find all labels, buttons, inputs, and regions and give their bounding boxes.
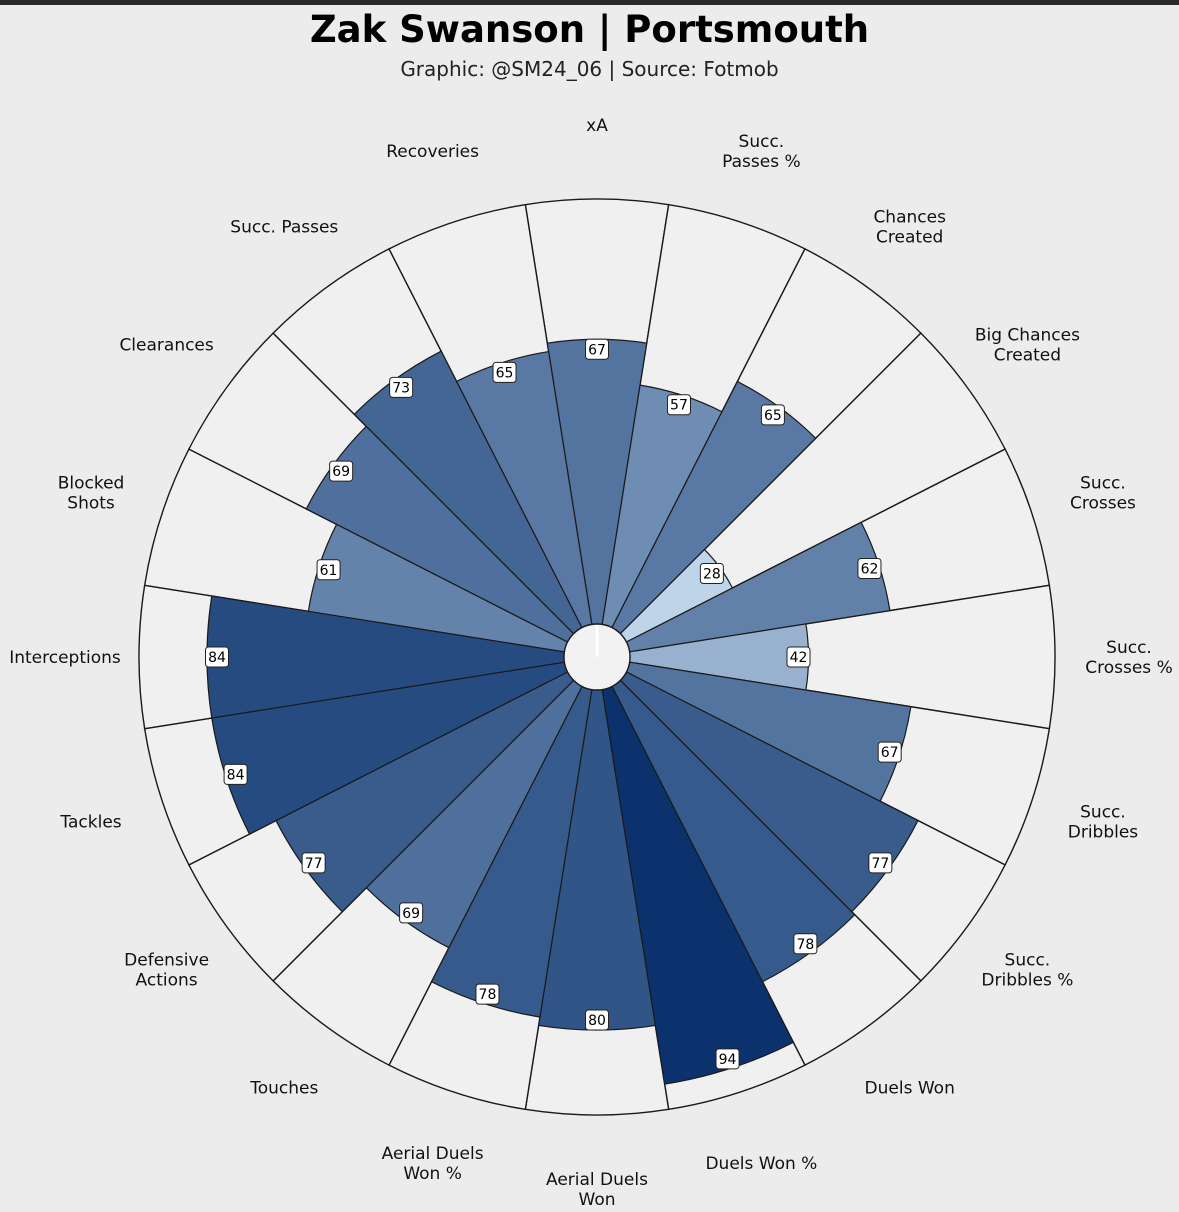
category-label-aerial-duels-won: Aerial Duels Won <box>546 1170 648 1210</box>
category-label-succ-crosses: Succ. Crosses % <box>1085 638 1172 678</box>
value-label-aerial-duels-won: 80 <box>588 1013 606 1029</box>
category-label-duels-won: Duels Won <box>865 1078 955 1098</box>
value-label-succ-dribbles: 67 <box>881 745 899 761</box>
value-box-big-chances-created <box>699 563 724 585</box>
chart-title: Zak Swanson | Portsmouth <box>309 8 870 51</box>
value-bars <box>206 338 919 1085</box>
value-box-duels-won <box>715 1048 740 1070</box>
category-label-big-chances-created: Big Chances Created <box>975 325 1080 365</box>
category-label-succ-dribbles: Succ. Dribbles <box>1068 802 1139 842</box>
category-label-succ-crosses: Succ. Crosses <box>1070 474 1136 514</box>
category-label-aerial-duels-won: Aerial Duels Won % <box>382 1144 484 1184</box>
value-label-touches: 69 <box>402 906 420 922</box>
value-label-xa: 67 <box>588 342 606 358</box>
value-label-succ-crosses: 62 <box>861 561 879 577</box>
category-label-succ-passes: Succ. Passes % <box>722 132 801 172</box>
category-label-recoveries: Recoveries <box>386 142 479 162</box>
value-label-duels-won: 94 <box>719 1052 737 1068</box>
value-box-succ-crosses <box>786 646 811 668</box>
value-label-tackles: 84 <box>227 767 245 783</box>
value-label-interceptions: 84 <box>208 650 226 666</box>
window-top-bar <box>0 0 1179 5</box>
value-label-succ-crosses: 42 <box>790 650 808 666</box>
category-label-succ-dribbles: Succ. Dribbles % <box>981 951 1073 991</box>
value-label-aerial-duels-won: 78 <box>479 987 497 1003</box>
category-label-chances-created: Chances Created <box>873 208 946 248</box>
category-label-blocked-shots: Blocked Shots <box>58 474 125 514</box>
value-box-recoveries <box>492 361 517 383</box>
value-box-blocked-shots <box>316 559 341 581</box>
value-box-duels-won <box>793 933 818 955</box>
category-label-interceptions: Interceptions <box>9 648 121 668</box>
category-label-xa: xA <box>586 116 608 136</box>
value-box-touches <box>399 902 424 924</box>
value-label-chances-created: 65 <box>764 408 782 424</box>
value-label-recoveries: 65 <box>496 365 514 381</box>
value-label-clearances: 69 <box>332 464 350 480</box>
category-label-succ-passes: Succ. Passes <box>230 218 338 238</box>
value-label-succ-passes: 57 <box>670 398 688 414</box>
value-box-aerial-duels-won <box>475 983 500 1005</box>
category-labels: xA Succ. Passes % Chances Created Big Chances… <box>9 116 1173 1210</box>
value-box-tackles <box>223 763 248 785</box>
value-label-succ-dribbles: 77 <box>871 856 889 872</box>
value-box-aerial-duels-won <box>585 1009 609 1031</box>
category-label-duels-won: Duels Won % <box>705 1154 817 1174</box>
category-label-tackles: Tackles <box>59 812 121 832</box>
value-box-succ-dribbles <box>868 852 893 874</box>
value-box-chances-created <box>760 404 785 426</box>
value-box-succ-passes <box>666 394 691 416</box>
value-box-clearances <box>329 460 354 482</box>
value-label-defensive-actions: 77 <box>305 856 323 872</box>
chart-subtitle: Graphic: @SM24_06 | Source: Fotmob <box>400 57 779 81</box>
value-label-succ-passes: 73 <box>392 380 410 396</box>
value-box-succ-crosses <box>857 557 882 579</box>
value-box-succ-dribbles <box>877 741 902 763</box>
value-box-defensive-actions <box>301 852 326 874</box>
value-box-interceptions <box>205 646 229 668</box>
value-box-succ-passes <box>389 376 414 398</box>
value-labels: 67 57 65 28 62 42 67 77 78 94 80 78 69 77 84 84 61 69 73 65 <box>205 338 902 1070</box>
value-label-big-chances-created: 28 <box>703 567 721 583</box>
category-label-touches: Touches <box>249 1078 318 1098</box>
value-box-xa <box>585 338 609 360</box>
value-label-blocked-shots: 61 <box>320 563 338 579</box>
value-label-duels-won: 78 <box>796 937 814 953</box>
category-label-clearances: Clearances <box>119 335 213 355</box>
category-label-defensive-actions: Defensive Actions <box>124 951 209 991</box>
